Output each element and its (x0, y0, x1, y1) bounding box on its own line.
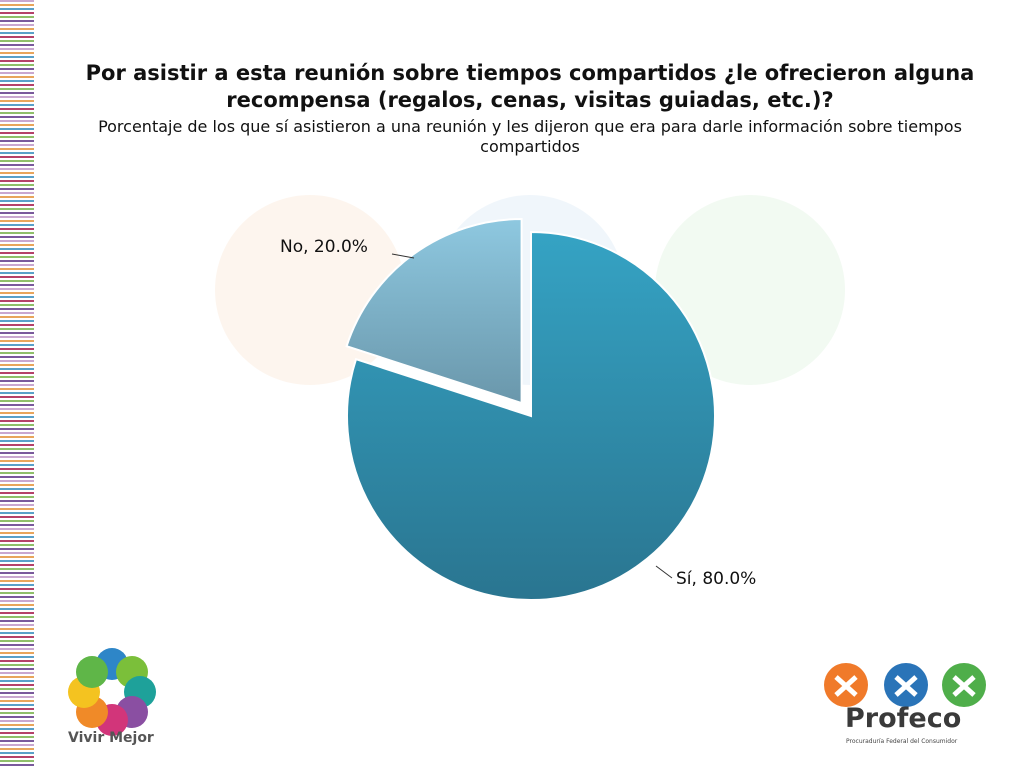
chart-subtitle: Porcentaje de los que sí asistieron a un… (98, 117, 962, 156)
pie-slice-no (345, 218, 523, 405)
pie-slice-si (346, 230, 716, 601)
profeco-logo-icon (824, 663, 986, 707)
leader-line-no (391, 253, 415, 259)
data-label-no: No, 20.0% (280, 237, 368, 257)
profeco-name: Profeco (845, 703, 962, 734)
profeco-subtitle: Procuraduría Federal del Consumidor (846, 738, 958, 745)
chart-title: Por asistir a esta reunión sobre tiempos… (85, 61, 975, 112)
vivir-mejor-label: Vivir Mejor (68, 730, 154, 746)
leader-line-si (655, 565, 673, 579)
vivir-mejor-flower-icon (68, 648, 156, 736)
decorative-stripes (0, 0, 34, 768)
data-label-si: Sí, 80.0% (676, 569, 756, 589)
